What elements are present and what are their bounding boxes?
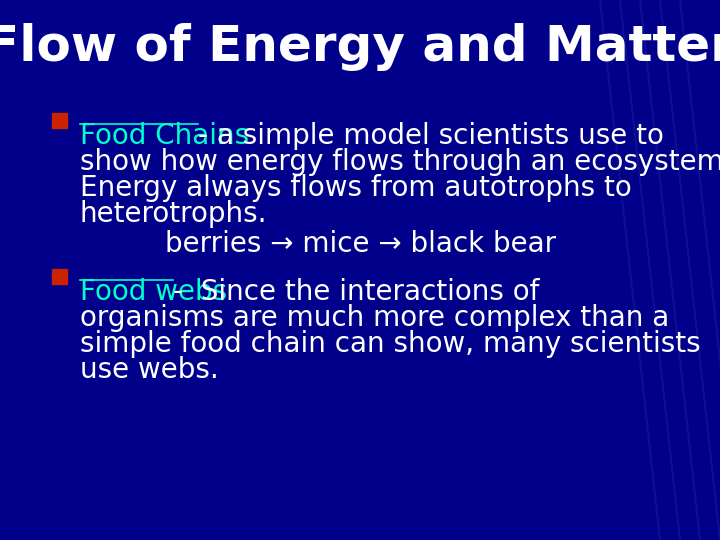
Text: use webs.: use webs. (80, 356, 219, 384)
Text: - a simple model scientists use to: - a simple model scientists use to (198, 122, 664, 150)
Text: Food webs: Food webs (80, 278, 227, 306)
Text: simple food chain can show, many scientists: simple food chain can show, many scienti… (80, 330, 701, 358)
Text: heterotrophs.: heterotrophs. (80, 200, 268, 228)
Text: -  Since the interactions of: - Since the interactions of (173, 278, 539, 306)
Text: show how energy flows through an ecosystem.: show how energy flows through an ecosyst… (80, 148, 720, 176)
Text: organisms are much more complex than a: organisms are much more complex than a (80, 304, 670, 332)
FancyBboxPatch shape (52, 269, 67, 284)
FancyBboxPatch shape (52, 113, 67, 128)
Text: berries → mice → black bear: berries → mice → black bear (165, 230, 556, 258)
Text: Energy always flows from autotrophs to: Energy always flows from autotrophs to (80, 174, 631, 202)
Text: Food Chains: Food Chains (80, 122, 249, 150)
Text: Flow of Energy and Matter: Flow of Energy and Matter (0, 23, 720, 71)
